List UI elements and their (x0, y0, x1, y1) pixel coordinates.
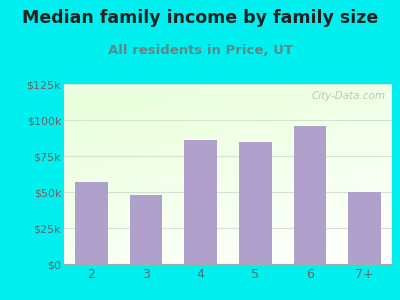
Bar (239, 142, 272, 264)
Bar (130, 195, 162, 264)
Text: All residents in Price, UT: All residents in Price, UT (108, 44, 292, 56)
Text: City-Data.com: City-Data.com (311, 91, 386, 101)
Bar (294, 126, 326, 264)
Text: Median family income by family size: Median family income by family size (22, 9, 378, 27)
Bar (184, 140, 217, 264)
Bar (75, 182, 108, 264)
Bar (348, 192, 381, 264)
